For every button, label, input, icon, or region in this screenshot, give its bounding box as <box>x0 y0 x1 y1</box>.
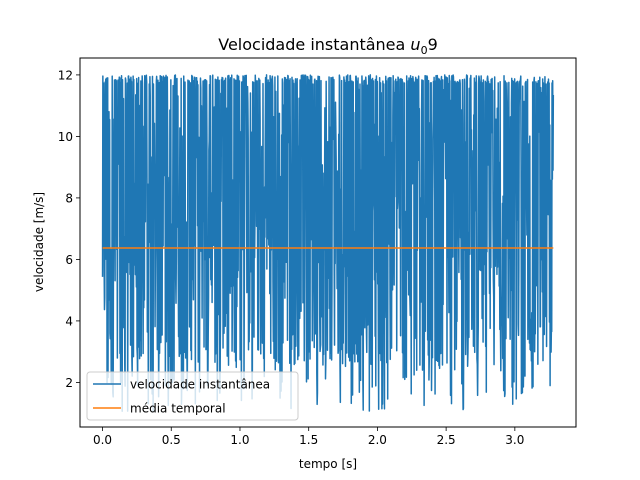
y-tick-label: 12 <box>58 68 73 82</box>
x-axis-label: tempo [s] <box>299 457 357 471</box>
y-tick-label: 4 <box>65 314 73 328</box>
chart-title-math-suffix: 9 <box>428 35 438 54</box>
x-tick-label: 0.5 <box>162 433 181 447</box>
x-tick-label: 3.0 <box>505 433 524 447</box>
legend-label-velocidade: velocidade instantânea <box>130 378 270 392</box>
y-tick-label: 6 <box>65 253 73 267</box>
plot-frame <box>79 57 577 428</box>
chart-title: Velocidade instantânea u09 <box>218 35 438 57</box>
chart-title-text: Velocidade instantânea <box>218 35 410 54</box>
x-tick-label: 0.0 <box>93 433 112 447</box>
x-tick-label: 1.0 <box>230 433 249 447</box>
x-tick-label: 1.5 <box>299 433 318 447</box>
y-tick-label: 2 <box>65 376 73 390</box>
y-axis-label: velocidade [m/s] <box>32 192 46 292</box>
y-axis: 2 4 6 8 10 12 <box>58 68 80 390</box>
y-tick-label: 10 <box>58 130 73 144</box>
x-tick-label: 2.5 <box>437 433 456 447</box>
x-tick-label: 2.0 <box>368 433 387 447</box>
legend-box <box>86 371 299 421</box>
series-line-velocidade <box>101 74 555 413</box>
x-axis: 0.0 0.5 1.0 1.5 2.0 2.5 3.0 <box>93 427 524 447</box>
chart-title-math-base: u <box>410 35 420 54</box>
legend-label-media: média temporal <box>130 402 226 416</box>
y-tick-label: 8 <box>65 191 73 205</box>
chart-title-math-subscript: 0 <box>421 44 428 57</box>
series-layer <box>101 74 555 413</box>
legend: velocidade instantânea média temporal <box>86 371 299 421</box>
